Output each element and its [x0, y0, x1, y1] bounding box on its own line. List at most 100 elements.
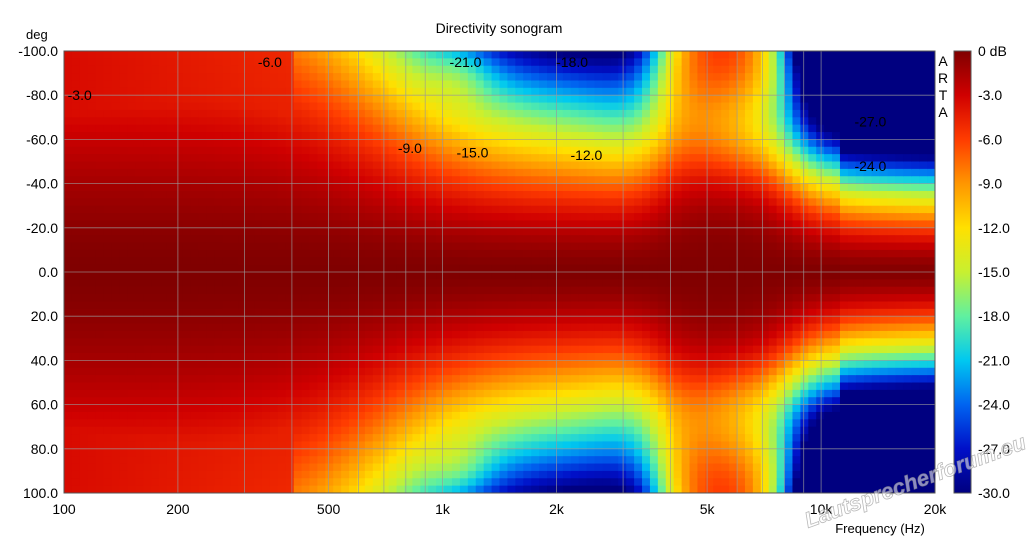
heatmap-cell — [309, 470, 318, 479]
heatmap-cell — [95, 279, 105, 288]
heatmap-cell — [143, 73, 152, 82]
heatmap-cell — [372, 316, 382, 325]
heatmap-cell — [87, 117, 97, 126]
heatmap-cell — [135, 146, 144, 155]
heatmap-cell — [705, 58, 714, 67]
heatmap-cell — [705, 235, 714, 244]
heatmap-cell — [325, 389, 334, 398]
heatmap-cell — [159, 272, 168, 280]
heatmap-cell — [475, 235, 485, 244]
heatmap-cell — [159, 434, 168, 443]
heatmap-cell — [254, 316, 263, 325]
heatmap-cell — [420, 272, 429, 280]
heatmap-cell — [127, 286, 136, 295]
heatmap-cell — [444, 456, 453, 465]
heatmap-cell — [547, 205, 556, 214]
heatmap-cell — [166, 154, 176, 163]
heatmap-cell — [71, 102, 81, 111]
heatmap-cell — [246, 249, 255, 258]
heatmap-cell — [95, 249, 105, 258]
heatmap-cell — [372, 478, 382, 487]
heatmap-cell — [428, 249, 437, 258]
heatmap-cell — [103, 389, 113, 398]
heatmap-cell — [523, 205, 532, 214]
heatmap-cell — [602, 316, 611, 325]
heatmap-cell — [79, 51, 89, 59]
heatmap-cell — [309, 95, 318, 104]
heatmap-cell — [333, 456, 342, 465]
heatmap-cell — [293, 463, 303, 472]
heatmap-cell — [444, 183, 453, 192]
heatmap-cell — [317, 161, 326, 170]
heatmap-cell — [515, 485, 524, 493]
heatmap-cell — [626, 419, 635, 428]
heatmap-cell — [467, 279, 477, 288]
heatmap-cell — [713, 411, 722, 420]
heatmap-cell — [214, 434, 223, 443]
heatmap-cell — [578, 242, 588, 251]
heatmap-cell — [428, 190, 437, 199]
heatmap-cell — [222, 132, 231, 140]
heatmap-cell — [143, 456, 152, 465]
heatmap-cell — [634, 397, 643, 406]
heatmap-cell — [380, 109, 390, 118]
heatmap-cell — [649, 485, 659, 493]
heatmap-cell — [499, 330, 509, 339]
heatmap-cell — [570, 279, 580, 288]
heatmap-cell — [293, 478, 303, 487]
heatmap-cell — [578, 264, 588, 273]
heatmap-cell — [570, 426, 580, 435]
heatmap-cell — [261, 80, 271, 89]
heatmap-cell — [681, 389, 691, 398]
heatmap-cell — [602, 95, 611, 104]
heatmap-cell — [531, 470, 540, 479]
heatmap-cell — [404, 235, 413, 244]
heatmap-cell — [681, 220, 691, 229]
heatmap-cell — [531, 51, 540, 59]
heatmap-cell — [515, 139, 524, 148]
heatmap-cell — [721, 102, 730, 111]
heatmap-cell — [246, 485, 255, 493]
heatmap-cell — [420, 389, 429, 398]
heatmap-cell — [238, 161, 247, 170]
heatmap-cell — [364, 397, 374, 406]
heatmap-cell — [602, 485, 611, 493]
heatmap-cell — [562, 264, 572, 273]
heatmap-cell — [412, 132, 421, 140]
heatmap-cell — [618, 470, 627, 479]
heatmap-cell — [697, 168, 706, 177]
heatmap-cell — [87, 257, 97, 266]
heatmap-cell — [64, 389, 73, 398]
heatmap-cell — [491, 279, 501, 288]
heatmap-cell — [349, 478, 358, 487]
heatmap-cell — [301, 161, 311, 170]
heatmap-cell — [491, 102, 501, 111]
heatmap-cell — [491, 272, 501, 280]
heatmap-cell — [95, 485, 105, 493]
heatmap-cell — [451, 375, 461, 384]
heatmap-cell — [222, 411, 231, 420]
heatmap-cell — [689, 301, 699, 310]
heatmap-cell — [404, 257, 413, 266]
heatmap-cell — [626, 264, 635, 273]
heatmap-cell — [166, 441, 176, 450]
heatmap-cell — [95, 235, 105, 244]
heatmap-cell — [475, 323, 485, 332]
heatmap-cell — [531, 485, 540, 493]
heatmap-cell — [420, 485, 429, 493]
heatmap-cell — [444, 213, 453, 222]
heatmap-cell — [523, 478, 532, 487]
heatmap-cell — [143, 360, 152, 369]
heatmap-cell — [135, 102, 144, 111]
heatmap-cell — [269, 345, 279, 354]
heatmap-cell — [95, 190, 105, 199]
heatmap-cell — [649, 220, 659, 229]
heatmap-cell — [135, 242, 144, 251]
heatmap-cell — [380, 375, 390, 384]
heatmap-cell — [166, 375, 176, 384]
heatmap-cell — [649, 389, 659, 398]
heatmap-cell — [246, 375, 255, 384]
heatmap-cell — [309, 411, 318, 420]
heatmap-cell — [151, 389, 160, 398]
heatmap-cell — [562, 360, 572, 369]
